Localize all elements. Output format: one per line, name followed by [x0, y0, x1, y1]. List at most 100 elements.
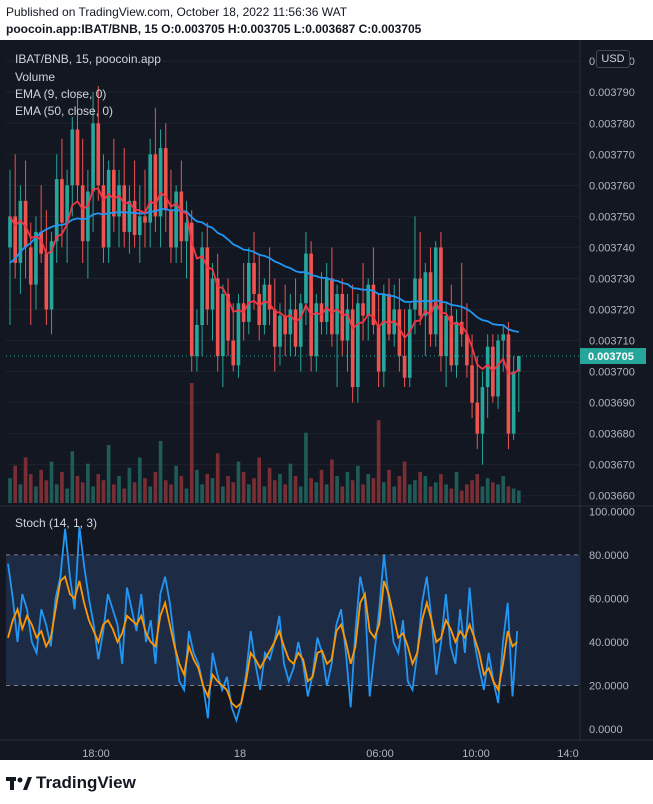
candle-body[interactable]	[179, 191, 184, 242]
candle-body[interactable]	[350, 309, 355, 388]
last-price-badge[interactable]	[580, 348, 646, 365]
candle-body[interactable]	[428, 272, 433, 335]
candle-body[interactable]	[226, 293, 230, 341]
candle-body[interactable]	[423, 272, 428, 316]
candle-body[interactable]	[397, 309, 402, 357]
candle-body[interactable]	[516, 356, 521, 372]
candle-body[interactable]	[205, 247, 210, 310]
candle-body[interactable]	[335, 293, 339, 335]
candle-body[interactable]	[221, 293, 225, 357]
legend-symbol[interactable]: IBAT/BNB, 15, poocoin.app	[15, 52, 161, 66]
candle-body[interactable]	[117, 185, 121, 217]
candle-body[interactable]	[371, 284, 376, 325]
candle-body[interactable]	[75, 129, 80, 186]
chart-frame[interactable]: 0.0038000.0037900.0037800.0037700.003760…	[0, 40, 653, 760]
candle-body[interactable]	[236, 303, 241, 366]
candle-body[interactable]	[195, 325, 199, 357]
candle-body[interactable]	[304, 253, 308, 304]
candle-body[interactable]	[288, 309, 293, 335]
candle-body[interactable]	[356, 303, 360, 388]
price-pane[interactable]	[6, 55, 580, 505]
candle-body[interactable]	[174, 191, 178, 248]
candle-body[interactable]	[60, 179, 64, 223]
legend-stoch[interactable]: Stoch (14, 1, 3)	[15, 516, 98, 530]
candle-body[interactable]	[262, 284, 267, 325]
candle-body[interactable]	[65, 185, 69, 223]
candle-body[interactable]	[247, 262, 251, 322]
candle-body[interactable]	[252, 262, 256, 294]
candle-body[interactable]	[44, 253, 49, 310]
candle-body[interactable]	[200, 247, 204, 325]
candle-body[interactable]	[298, 303, 303, 347]
tradingview-logo[interactable]: TradingView	[6, 773, 136, 792]
candle-body[interactable]	[283, 315, 287, 335]
candle-body[interactable]	[319, 303, 324, 322]
currency-badge[interactable]: USD	[596, 50, 630, 68]
candle-body[interactable]	[18, 200, 23, 263]
candle-body[interactable]	[496, 340, 500, 397]
candle-body[interactable]	[459, 321, 464, 335]
candle-body[interactable]	[340, 293, 345, 341]
candle-body[interactable]	[210, 278, 215, 310]
chart-canvas[interactable]: 0.0038000.0037900.0037800.0037700.003760…	[0, 40, 653, 760]
candle-body[interactable]	[137, 216, 142, 235]
candle-body[interactable]	[293, 309, 298, 347]
candle-body[interactable]	[163, 148, 168, 211]
candle-body[interactable]	[112, 169, 116, 217]
candle-body[interactable]	[153, 154, 158, 217]
candle-body[interactable]	[54, 179, 59, 242]
candle-body[interactable]	[418, 278, 422, 316]
candle-body[interactable]	[330, 278, 334, 335]
candle-body[interactable]	[127, 200, 132, 232]
candle-body[interactable]	[376, 325, 381, 372]
candle-body[interactable]	[485, 346, 490, 388]
candle-body[interactable]	[314, 303, 319, 357]
candle-body[interactable]	[361, 303, 365, 316]
candle-body[interactable]	[272, 309, 277, 347]
candle-body[interactable]	[413, 278, 417, 310]
candle-body[interactable]	[169, 210, 173, 248]
candle-body[interactable]	[402, 356, 407, 378]
candle-body[interactable]	[122, 185, 127, 232]
candle-body[interactable]	[470, 365, 474, 403]
candle-body[interactable]	[106, 169, 111, 248]
candle-body[interactable]	[506, 334, 511, 434]
candle-body[interactable]	[231, 340, 236, 366]
candle-body[interactable]	[148, 154, 152, 223]
candle-body[interactable]	[454, 321, 459, 366]
candle-body[interactable]	[475, 402, 480, 434]
candle-body[interactable]	[34, 231, 38, 285]
candle-body[interactable]	[407, 309, 412, 378]
candle-body[interactable]	[70, 129, 75, 186]
legend-ema9[interactable]: EMA (9, close, 0)	[15, 87, 107, 101]
candle-body[interactable]	[511, 371, 516, 434]
candle-body[interactable]	[132, 200, 137, 235]
candle-body[interactable]	[449, 315, 454, 366]
legend-volume[interactable]: Volume	[15, 70, 56, 84]
candle-body[interactable]	[158, 148, 163, 217]
candle-body[interactable]	[278, 315, 282, 347]
candle-body[interactable]	[366, 284, 371, 316]
candle-body[interactable]	[215, 278, 220, 357]
candle-body[interactable]	[184, 222, 189, 242]
candle-body[interactable]	[8, 216, 12, 248]
candle-body[interactable]	[13, 216, 18, 263]
candle-body[interactable]	[267, 284, 272, 310]
candle-body[interactable]	[345, 309, 350, 341]
candle-body[interactable]	[80, 185, 85, 242]
candle-body[interactable]	[444, 315, 448, 357]
candle-body[interactable]	[143, 216, 147, 223]
candle-body[interactable]	[86, 191, 90, 242]
candle-body[interactable]	[324, 278, 329, 322]
candle-body[interactable]	[257, 293, 262, 325]
candle-body[interactable]	[501, 334, 506, 341]
candle-body[interactable]	[49, 241, 54, 310]
legend-ema50[interactable]: EMA (50, close, 0)	[15, 104, 114, 118]
candle-body[interactable]	[433, 247, 438, 335]
candle-body[interactable]	[101, 185, 106, 248]
candle-body[interactable]	[382, 293, 386, 372]
candle-body[interactable]	[465, 334, 469, 366]
candle-body[interactable]	[309, 253, 313, 357]
candle-body[interactable]	[480, 387, 485, 434]
candle-body[interactable]	[39, 231, 43, 254]
